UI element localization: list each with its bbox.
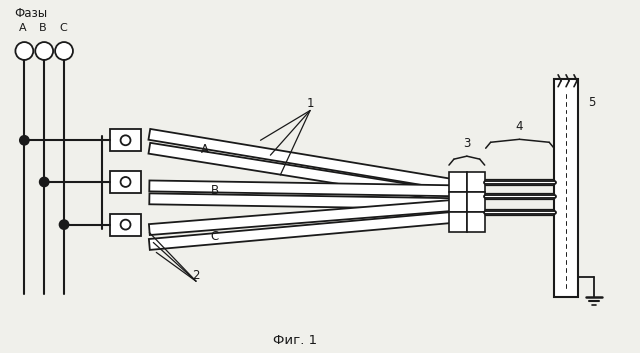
Bar [467,212,484,232]
Circle shape [15,42,33,60]
Text: 1: 1 [307,97,315,109]
Bar [449,192,467,212]
Circle shape [55,42,73,60]
Bar [467,172,484,192]
Text: B: B [39,23,47,33]
Bar [109,129,141,151]
Bar [467,192,484,212]
Text: A: A [19,23,27,33]
Polygon shape [149,211,461,250]
Bar [109,214,141,235]
Polygon shape [148,129,462,191]
Text: Фазы: Фазы [15,7,47,20]
Polygon shape [148,143,461,203]
Bar [109,171,141,193]
Bar [554,79,578,297]
Circle shape [120,220,131,229]
Circle shape [40,178,49,186]
Polygon shape [149,193,461,209]
Text: 3: 3 [463,137,470,150]
Bar [449,172,467,192]
Circle shape [20,136,29,145]
Polygon shape [149,180,461,196]
Bar [449,212,467,232]
Text: 4: 4 [515,120,523,133]
Text: 2: 2 [192,269,200,282]
Text: Фиг. 1: Фиг. 1 [273,334,317,347]
Circle shape [120,177,131,187]
Circle shape [35,42,53,60]
Text: C: C [59,23,67,33]
Polygon shape [149,199,461,235]
Text: C: C [211,229,219,243]
Circle shape [60,220,68,229]
Text: B: B [211,184,219,197]
Text: A: A [201,143,209,156]
Circle shape [120,135,131,145]
Text: 5: 5 [588,96,595,109]
